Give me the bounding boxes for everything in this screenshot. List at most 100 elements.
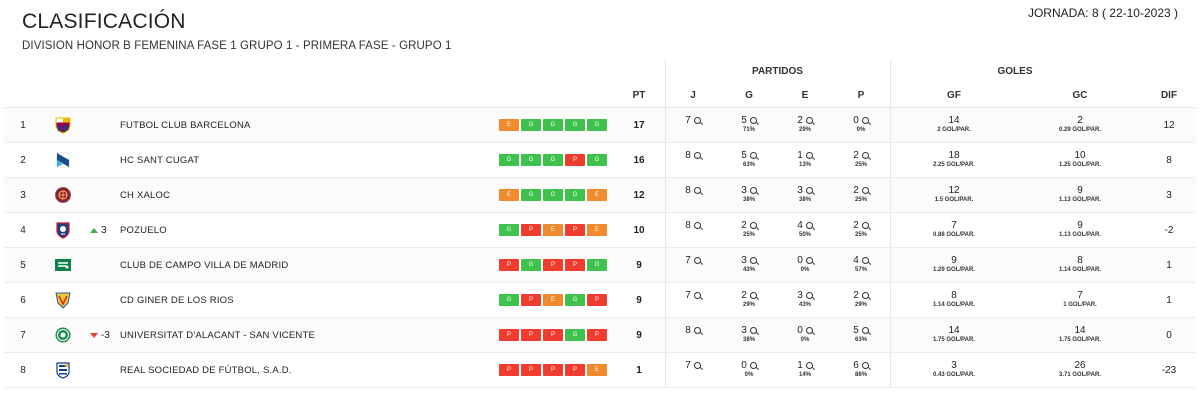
form-badge[interactable]: G: [521, 154, 541, 166]
form-badge[interactable]: G: [499, 294, 519, 306]
magnifier-icon[interactable]: [805, 327, 813, 334]
magnifier-icon[interactable]: [693, 187, 701, 194]
form-badge[interactable]: G: [565, 119, 585, 131]
form-badge[interactable]: E: [543, 224, 563, 236]
competition-subtitle: DIVISION HONOR B FEMENINA FASE 1 GRUPO 1…: [22, 40, 452, 52]
form-badge[interactable]: G: [565, 189, 585, 201]
form-badge[interactable]: P: [565, 224, 585, 236]
col-dif[interactable]: DIF: [1160, 90, 1178, 101]
magnifier-icon[interactable]: [749, 292, 757, 299]
magnifier-icon[interactable]: [805, 292, 813, 299]
magnifier-icon[interactable]: [861, 187, 869, 194]
magnifier-icon[interactable]: [749, 327, 757, 334]
form-badge[interactable]: G: [499, 154, 519, 166]
form-badge[interactable]: G: [521, 119, 541, 131]
magnifier-icon[interactable]: [749, 117, 757, 124]
form-badge[interactable]: P: [587, 329, 607, 341]
form-badge[interactable]: P: [565, 154, 585, 166]
magnifier-icon[interactable]: [749, 257, 757, 264]
col-e[interactable]: E: [801, 90, 809, 101]
form-badge[interactable]: G: [543, 154, 563, 166]
magnifier-icon[interactable]: [805, 257, 813, 264]
position: 1: [20, 120, 26, 131]
col-pt[interactable]: PT: [632, 90, 646, 101]
form-badge[interactable]: G: [565, 329, 585, 341]
form-badge[interactable]: P: [543, 259, 563, 271]
magnifier-icon[interactable]: [861, 152, 869, 159]
form-badge[interactable]: P: [587, 294, 607, 306]
magnifier-icon[interactable]: [861, 362, 869, 369]
magnifier-icon[interactable]: [805, 117, 813, 124]
magnifier-icon[interactable]: [693, 152, 701, 159]
form-badge[interactable]: G: [499, 224, 519, 236]
magnifier-icon[interactable]: [749, 362, 757, 369]
form-badge[interactable]: E: [587, 364, 607, 376]
team-name[interactable]: CD GINER DE LOS RIOS: [120, 295, 234, 306]
magnifier-icon[interactable]: [805, 187, 813, 194]
col-p[interactable]: P: [857, 90, 865, 101]
magnifier-icon[interactable]: [749, 187, 757, 194]
form-badge[interactable]: P: [565, 364, 585, 376]
form-badge[interactable]: G: [565, 294, 585, 306]
magnifier-icon[interactable]: [805, 152, 813, 159]
played-value: 7: [685, 255, 691, 266]
form-badge[interactable]: P: [521, 294, 541, 306]
col-g[interactable]: G: [745, 90, 753, 101]
form-badge[interactable]: E: [587, 189, 607, 201]
form-badge[interactable]: P: [499, 329, 519, 341]
magnifier-icon[interactable]: [861, 292, 869, 299]
form-badge[interactable]: G: [543, 189, 563, 201]
form-badge[interactable]: G: [521, 189, 541, 201]
col-j[interactable]: J: [690, 90, 696, 101]
form-badge[interactable]: P: [521, 364, 541, 376]
magnifier-icon[interactable]: [861, 117, 869, 124]
magnifier-icon[interactable]: [805, 362, 813, 369]
table-row[interactable]: 7 -3 UNIVERSITAT D'ALACANT - SAN VICENTE…: [4, 318, 1196, 353]
magnifier-icon[interactable]: [693, 117, 701, 124]
team-name[interactable]: REAL SOCIEDAD DE FÚTBOL, S.A.D.: [120, 365, 292, 376]
lost-percent: 63%: [854, 337, 867, 343]
team-name[interactable]: CLUB DE CAMPO VILLA DE MADRID: [120, 260, 289, 271]
form-badge[interactable]: G: [543, 119, 563, 131]
form-badge[interactable]: G: [521, 259, 541, 271]
team-name[interactable]: HC SANT CUGAT: [120, 155, 200, 166]
magnifier-icon[interactable]: [805, 222, 813, 229]
magnifier-icon[interactable]: [861, 222, 869, 229]
magnifier-icon[interactable]: [749, 222, 757, 229]
form-badge[interactable]: P: [543, 329, 563, 341]
team-name[interactable]: UNIVERSITAT D'ALACANT - SAN VICENTE: [120, 330, 315, 341]
form-badge[interactable]: P: [499, 364, 519, 376]
magnifier-icon[interactable]: [693, 292, 701, 299]
magnifier-icon[interactable]: [693, 257, 701, 264]
magnifier-icon[interactable]: [861, 327, 869, 334]
form-badge[interactable]: P: [499, 259, 519, 271]
form-badge[interactable]: P: [543, 364, 563, 376]
team-name[interactable]: FUTBOL CLUB BARCELONA: [120, 120, 251, 131]
form-badge[interactable]: G: [587, 154, 607, 166]
team-name[interactable]: CH XALOC: [120, 190, 171, 201]
team-name[interactable]: POZUELO: [120, 225, 167, 236]
col-gc[interactable]: GC: [1072, 90, 1088, 101]
form-badge[interactable]: G: [587, 259, 607, 271]
form-badge[interactable]: E: [499, 189, 519, 201]
col-gf[interactable]: GF: [947, 90, 961, 101]
form-badge[interactable]: E: [543, 294, 563, 306]
form-badge[interactable]: E: [587, 224, 607, 236]
magnifier-icon[interactable]: [749, 152, 757, 159]
magnifier-icon[interactable]: [693, 222, 701, 229]
magnifier-icon[interactable]: [693, 327, 701, 334]
form-badge[interactable]: G: [587, 119, 607, 131]
form-badge[interactable]: P: [521, 329, 541, 341]
form-badge[interactable]: E: [499, 119, 519, 131]
form-badge[interactable]: P: [521, 224, 541, 236]
magnifier-icon[interactable]: [861, 257, 869, 264]
form-badge[interactable]: P: [565, 259, 585, 271]
magnifier-icon[interactable]: [693, 362, 701, 369]
